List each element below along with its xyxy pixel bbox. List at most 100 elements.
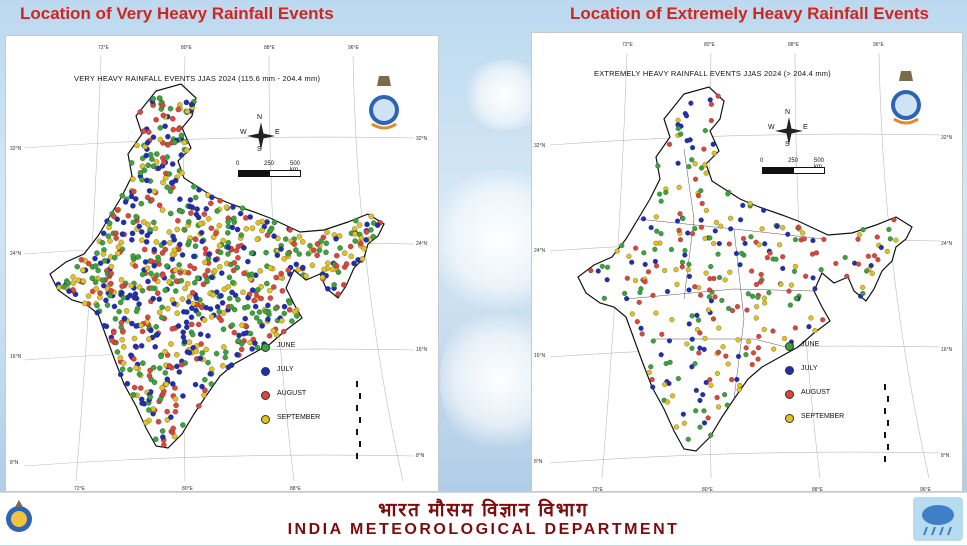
rainfall-event-dot xyxy=(743,352,749,358)
rainfall-event-dot xyxy=(821,236,827,242)
rainfall-event-dot xyxy=(153,239,160,245)
rainfall-event-dot xyxy=(642,279,648,285)
rainfall-event-dot xyxy=(217,264,223,270)
rainfall-event-dot xyxy=(136,301,142,307)
legend-label: SEPTEMBER xyxy=(801,413,845,420)
rainfall-event-dot xyxy=(770,328,776,334)
lat-tick-right: 8°N xyxy=(941,453,950,459)
rainfall-event-dot xyxy=(676,227,682,233)
rainfall-event-dot xyxy=(173,402,179,409)
rainfall-event-dot xyxy=(764,255,770,261)
rainfall-event-dot xyxy=(192,243,199,249)
rainfall-event-dot xyxy=(780,225,786,231)
rainfall-event-dot xyxy=(235,337,242,344)
rainfall-event-dot xyxy=(638,325,644,331)
rainfall-event-dot xyxy=(152,344,158,350)
rainfall-event-dot xyxy=(249,287,256,293)
rainfall-event-dot xyxy=(245,258,251,265)
legend-dot xyxy=(785,366,794,375)
rainfall-event-dot xyxy=(117,299,124,306)
rainfall-event-dot xyxy=(236,332,242,339)
rainfall-event-dot xyxy=(659,331,665,337)
rainfall-event-dot xyxy=(700,392,706,398)
rainfall-event-dot xyxy=(203,206,210,212)
rainfall-event-dot xyxy=(144,139,151,146)
rainfall-event-dot xyxy=(293,261,300,268)
rainfall-event-dot xyxy=(245,295,251,301)
rainfall-event-dot xyxy=(170,115,176,122)
rainfall-event-dot xyxy=(370,233,376,240)
rainfall-event-dot xyxy=(156,95,163,101)
rainfall-event-dot xyxy=(94,302,100,309)
rainfall-event-dot xyxy=(131,335,138,342)
rainfall-event-dot xyxy=(70,274,76,280)
rainfall-event-dot xyxy=(120,295,127,301)
rainfall-event-dot xyxy=(208,314,215,320)
rainfall-event-dot xyxy=(299,239,306,245)
rainfall-event-dot xyxy=(150,295,156,302)
rainfall-event-dot xyxy=(734,304,740,310)
rainfall-event-dot xyxy=(190,344,196,351)
rainfall-event-dot xyxy=(197,220,204,227)
rainfall-event-dot xyxy=(155,418,162,425)
lat-tick-right: 32°N xyxy=(941,135,953,141)
rainfall-event-dot xyxy=(780,265,786,271)
rainfall-event-dot xyxy=(104,302,111,308)
rainfall-event-dot xyxy=(159,250,166,256)
rainfall-event-dot xyxy=(264,280,270,287)
rainfall-event-dot xyxy=(155,165,162,172)
rainfall-event-dot xyxy=(190,300,197,307)
lat-tick: 24°N xyxy=(534,248,546,254)
rainfall-event-dot xyxy=(149,197,155,203)
rainfall-event-dot xyxy=(645,269,652,275)
rainfall-event-dot xyxy=(761,295,767,301)
legend-dot xyxy=(261,391,270,400)
rainfall-event-dot xyxy=(689,313,695,319)
rainfall-event-dot xyxy=(207,371,214,377)
rainfall-event-dot xyxy=(199,350,205,356)
rainfall-event-dot xyxy=(658,352,664,358)
rainfall-event-dot xyxy=(801,236,807,242)
rainfall-event-dot xyxy=(182,285,188,292)
rainfall-event-dot xyxy=(650,292,656,298)
rainfall-event-dot xyxy=(239,322,245,328)
rainfall-event-dot xyxy=(624,275,630,281)
rainfall-event-dot xyxy=(167,240,173,246)
rainfall-event-dot xyxy=(742,240,748,246)
rainfall-event-dot xyxy=(196,187,202,193)
rainfall-event-dot xyxy=(874,234,880,240)
rainfall-event-dot xyxy=(132,263,139,269)
rainfall-event-dot xyxy=(170,425,176,432)
rainfall-event-dot xyxy=(740,236,747,242)
rainfall-event-dot xyxy=(122,199,129,205)
rainfall-event-dot xyxy=(202,272,208,278)
rainfall-event-dot xyxy=(219,300,226,306)
rainfall-event-dot xyxy=(156,296,163,302)
rainfall-event-dot xyxy=(812,328,818,334)
rainfall-event-dot xyxy=(192,236,199,243)
rainfall-event-dot xyxy=(185,270,192,276)
rainfall-event-dot xyxy=(181,338,188,345)
rainfall-event-dot xyxy=(131,384,138,391)
rainfall-event-dot xyxy=(265,302,271,309)
rainfall-event-dot xyxy=(109,337,115,344)
rainfall-event-dot xyxy=(761,207,767,213)
rainfall-event-dot xyxy=(652,258,658,264)
rainfall-event-dot xyxy=(123,308,130,314)
rainfall-event-dot xyxy=(791,268,798,274)
rainfall-event-dot xyxy=(175,323,182,329)
rainfall-event-dot xyxy=(101,282,107,289)
rainfall-event-dot xyxy=(205,359,211,366)
rainfall-event-dot xyxy=(136,371,143,377)
rainfall-event-dot xyxy=(112,316,119,322)
rainfall-event-dot xyxy=(893,237,899,243)
lat-tick-right: 24°N xyxy=(941,241,953,247)
rainfall-event-dot xyxy=(151,219,157,226)
rainfall-event-dot xyxy=(689,336,695,342)
rainfall-event-dot xyxy=(107,292,113,299)
rainfall-event-dot xyxy=(891,217,897,223)
rainfall-event-dot xyxy=(727,269,733,275)
rainfall-event-dot xyxy=(135,254,142,260)
rainfall-event-dot xyxy=(697,397,703,404)
rainfall-event-dot xyxy=(128,283,135,289)
